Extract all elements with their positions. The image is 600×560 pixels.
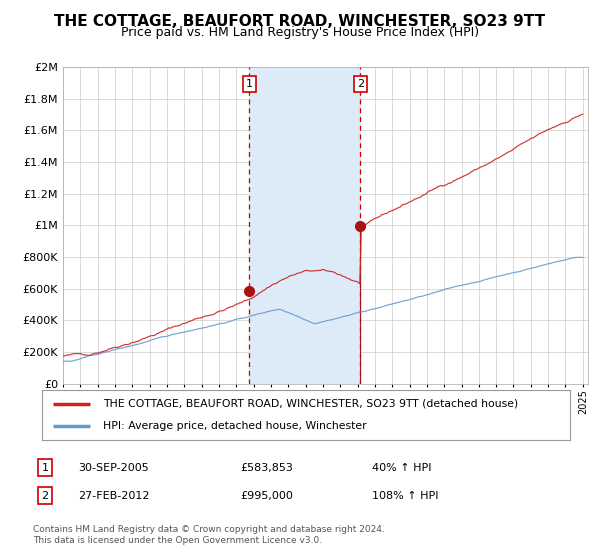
Text: 108% ↑ HPI: 108% ↑ HPI [372,491,439,501]
Text: 27-FEB-2012: 27-FEB-2012 [78,491,149,501]
Text: 2: 2 [357,79,364,89]
Text: 1: 1 [246,79,253,89]
Bar [249,67,361,384]
Text: Contains HM Land Registry data © Crown copyright and database right 2024.
This d: Contains HM Land Registry data © Crown c… [33,525,385,545]
Text: 2: 2 [41,491,49,501]
Text: 1: 1 [41,463,49,473]
Text: THE COTTAGE, BEAUFORT ROAD, WINCHESTER, SO23 9TT (detached house): THE COTTAGE, BEAUFORT ROAD, WINCHESTER, … [103,399,518,409]
Text: HPI: Average price, detached house, Winchester: HPI: Average price, detached house, Winc… [103,421,367,431]
Text: 30-SEP-2005: 30-SEP-2005 [78,463,149,473]
Text: £995,000: £995,000 [240,491,293,501]
Text: 40% ↑ HPI: 40% ↑ HPI [372,463,431,473]
Text: Price paid vs. HM Land Registry's House Price Index (HPI): Price paid vs. HM Land Registry's House … [121,26,479,39]
Text: THE COTTAGE, BEAUFORT ROAD, WINCHESTER, SO23 9TT: THE COTTAGE, BEAUFORT ROAD, WINCHESTER, … [55,14,545,29]
Text: £583,853: £583,853 [240,463,293,473]
